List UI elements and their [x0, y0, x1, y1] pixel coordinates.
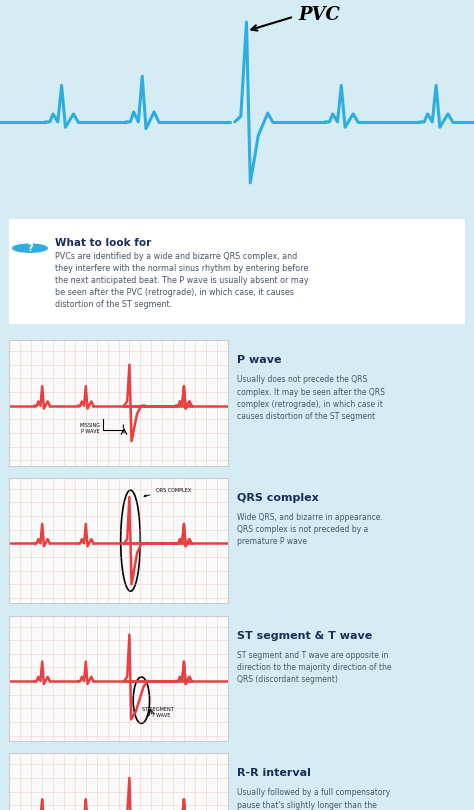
Text: ST segment & T wave: ST segment & T wave: [237, 631, 372, 641]
Circle shape: [13, 244, 47, 252]
Text: P wave: P wave: [237, 356, 282, 365]
Text: Usually followed by a full compensatory
pause that's slightly longer than the
no: Usually followed by a full compensatory …: [237, 788, 390, 810]
Text: ST SEGMENT
+ T WAVE: ST SEGMENT + T WAVE: [142, 707, 173, 718]
Text: MISSING
P WAVE: MISSING P WAVE: [80, 424, 100, 434]
FancyBboxPatch shape: [0, 216, 474, 326]
Text: What to look for: What to look for: [55, 237, 151, 248]
Text: ST segment and T wave are opposite in
direction to the majority direction of the: ST segment and T wave are opposite in di…: [237, 650, 392, 684]
Text: QRS complex: QRS complex: [237, 493, 319, 503]
Text: Wide QRS, and bizarre in appearance.
QRS complex is not preceded by a
premature : Wide QRS, and bizarre in appearance. QRS…: [237, 513, 383, 547]
Text: QRS COMPLEX: QRS COMPLEX: [144, 488, 191, 497]
Text: ?: ?: [27, 243, 33, 254]
Text: Usually does not precede the QRS
complex. It may be seen after the QRS
complex (: Usually does not precede the QRS complex…: [237, 375, 385, 421]
Text: R-R interval: R-R interval: [237, 769, 311, 778]
Text: PVC: PVC: [299, 6, 340, 24]
Text: PVCs are identified by a wide and bizarre QRS complex, and
they interfere with t: PVCs are identified by a wide and bizarr…: [55, 253, 309, 309]
